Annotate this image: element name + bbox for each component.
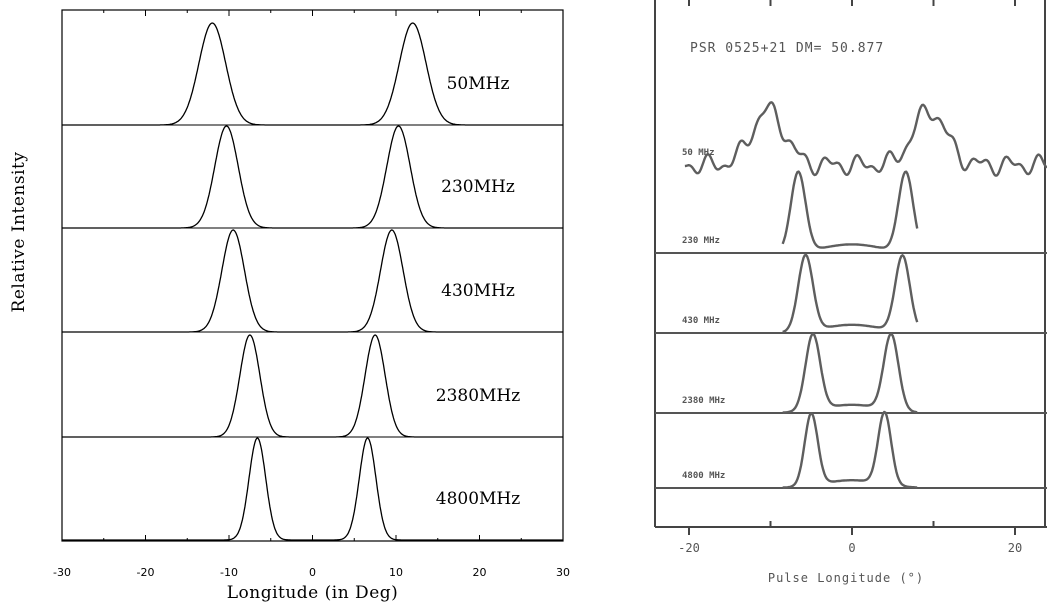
x-tick-label: -10 [220, 566, 238, 579]
profile-trace [782, 410, 918, 489]
x-axis-title: Pulse Longitude (°) [768, 571, 924, 585]
x-axis-title: Longitude (in Deg) [227, 583, 399, 603]
x-tick-label: 10 [389, 566, 403, 579]
x-tick-label: -20 [678, 541, 700, 555]
profile-trace [782, 332, 918, 414]
y-axis-title: Relative Intensity [9, 152, 29, 313]
x-tick-label: -20 [137, 566, 155, 579]
profile-trace [782, 253, 919, 334]
frequency-label: 430 MHz [682, 316, 720, 326]
profile-trace [62, 229, 563, 333]
frequency-label: 2380MHz [436, 386, 520, 406]
profile-trace [781, 170, 919, 249]
profile-trace [62, 22, 563, 126]
frequency-label: 4800MHz [436, 489, 520, 509]
x-tick-label: -30 [53, 566, 71, 579]
frequency-label: 2380 MHz [682, 396, 725, 406]
observed-profiles-panel: PSR 0525+21 DM= 50.877 50 MHz 230 MHz 430 M… [654, 0, 1047, 585]
frequency-label: 50 MHz [682, 148, 715, 158]
frequency-label: 230MHz [441, 177, 515, 197]
profile-trace [62, 125, 563, 229]
frequency-label: 430MHz [441, 281, 515, 301]
profile-trace [684, 101, 1047, 177]
x-tick-label: 20 [473, 566, 487, 579]
frequency-label: 4800 MHz [682, 471, 725, 481]
chart-title: PSR 0525+21 DM= 50.877 [690, 41, 884, 56]
x-tick-label: 0 [848, 541, 855, 555]
x-tick-label: 0 [309, 566, 316, 579]
frequency-label: 50MHz [447, 74, 510, 94]
x-tick-label: 30 [556, 566, 570, 579]
simulated-profiles-panel: 50MHz 230MHz 430MHz 2380MHz 4800MHz -30 -20 -10… [9, 9, 570, 603]
x-tick-label: 20 [1008, 541, 1022, 555]
profile-trace [62, 334, 563, 438]
frequency-label: 230 MHz [682, 236, 720, 246]
